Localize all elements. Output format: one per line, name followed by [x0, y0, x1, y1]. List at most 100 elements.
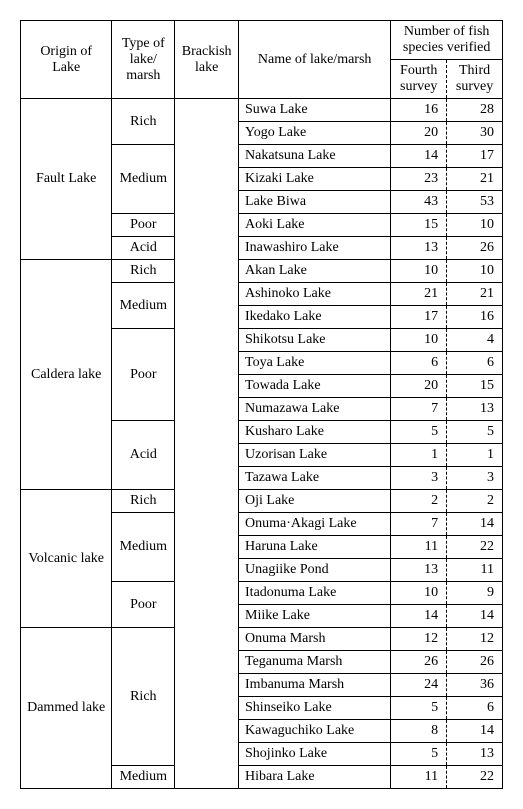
type-cell: Medium	[112, 766, 175, 789]
third-survey-cell: 21	[447, 283, 503, 306]
name-cell: Yogo Lake	[239, 122, 391, 145]
fourth-survey-cell: 2	[391, 490, 447, 513]
name-cell: Oji Lake	[239, 490, 391, 513]
name-cell: Towada Lake	[239, 375, 391, 398]
fourth-survey-cell: 14	[391, 605, 447, 628]
fourth-survey-cell: 43	[391, 191, 447, 214]
third-survey-cell: 14	[447, 513, 503, 536]
name-cell: Toya Lake	[239, 352, 391, 375]
name-cell: Onuma Marsh	[239, 628, 391, 651]
fourth-survey-cell: 13	[391, 237, 447, 260]
third-survey-cell: 15	[447, 375, 503, 398]
third-survey-cell: 53	[447, 191, 503, 214]
third-survey-cell: 9	[447, 582, 503, 605]
name-cell: Shojinko Lake	[239, 743, 391, 766]
third-survey-cell: 2	[447, 490, 503, 513]
name-cell: Shikotsu Lake	[239, 329, 391, 352]
origin-cell: Volcanic lake	[21, 490, 112, 628]
third-survey-cell: 21	[447, 168, 503, 191]
fourth-survey-cell: 11	[391, 766, 447, 789]
name-cell: Unagiike Pond	[239, 559, 391, 582]
fourth-survey-cell: 21	[391, 283, 447, 306]
name-cell: Ikedako Lake	[239, 306, 391, 329]
third-survey-cell: 1	[447, 444, 503, 467]
third-survey-cell: 28	[447, 99, 503, 122]
fourth-survey-cell: 16	[391, 99, 447, 122]
fourth-survey-cell: 14	[391, 145, 447, 168]
fourth-survey-cell: 8	[391, 720, 447, 743]
name-cell: Uzorisan Lake	[239, 444, 391, 467]
fourth-survey-cell: 15	[391, 214, 447, 237]
name-cell: Ashinoko Lake	[239, 283, 391, 306]
origin-cell: Caldera lake	[21, 260, 112, 490]
name-cell: Shinseiko Lake	[239, 697, 391, 720]
third-survey-cell: 22	[447, 766, 503, 789]
type-cell: Poor	[112, 582, 175, 628]
third-survey-cell: 26	[447, 237, 503, 260]
fourth-survey-cell: 11	[391, 536, 447, 559]
fourth-survey-cell: 1	[391, 444, 447, 467]
third-survey-cell: 10	[447, 260, 503, 283]
third-survey-cell: 13	[447, 743, 503, 766]
fourth-survey-cell: 10	[391, 582, 447, 605]
type-cell: Medium	[112, 513, 175, 582]
header-origin: Origin of Lake	[21, 21, 112, 99]
third-survey-cell: 16	[447, 306, 503, 329]
header-name: Name of lake/marsh	[239, 21, 391, 99]
name-cell: Suwa Lake	[239, 99, 391, 122]
fourth-survey-cell: 10	[391, 260, 447, 283]
name-cell: Inawashiro Lake	[239, 237, 391, 260]
name-cell: Kusharo Lake	[239, 421, 391, 444]
name-cell: Miike Lake	[239, 605, 391, 628]
third-survey-cell: 26	[447, 651, 503, 674]
third-survey-cell: 11	[447, 559, 503, 582]
third-survey-cell: 13	[447, 398, 503, 421]
lake-table: Origin of Lake Type of lake/ marsh Brack…	[20, 20, 503, 789]
third-survey-cell: 4	[447, 329, 503, 352]
type-cell: Poor	[112, 214, 175, 237]
type-cell: Rich	[112, 490, 175, 513]
type-cell: Acid	[112, 421, 175, 490]
fourth-survey-cell: 24	[391, 674, 447, 697]
type-cell: Medium	[112, 283, 175, 329]
name-cell: Onuma·Akagi Lake	[239, 513, 391, 536]
header-fourth: Fourth survey	[391, 60, 447, 99]
third-survey-cell: 6	[447, 697, 503, 720]
fourth-survey-cell: 20	[391, 122, 447, 145]
name-cell: Aoki Lake	[239, 214, 391, 237]
third-survey-cell: 14	[447, 605, 503, 628]
origin-cell: Dammed lake	[21, 628, 112, 789]
fourth-survey-cell: 23	[391, 168, 447, 191]
name-cell: Hibara Lake	[239, 766, 391, 789]
name-cell: Numazawa Lake	[239, 398, 391, 421]
type-cell: Rich	[112, 99, 175, 145]
fourth-survey-cell: 13	[391, 559, 447, 582]
name-cell: Nakatsuna Lake	[239, 145, 391, 168]
fourth-survey-cell: 20	[391, 375, 447, 398]
name-cell: Imbanuma Marsh	[239, 674, 391, 697]
name-cell: Teganuma Marsh	[239, 651, 391, 674]
header-third: Third survey	[447, 60, 503, 99]
type-cell: Acid	[112, 237, 175, 260]
fourth-survey-cell: 10	[391, 329, 447, 352]
table-body: Fault LakeRichSuwa Lake1628Yogo Lake2030…	[21, 99, 503, 789]
name-cell: Tazawa Lake	[239, 467, 391, 490]
fourth-survey-cell: 17	[391, 306, 447, 329]
name-cell: Lake Biwa	[239, 191, 391, 214]
table-row: Fault LakeRichSuwa Lake1628	[21, 99, 503, 122]
third-survey-cell: 17	[447, 145, 503, 168]
header-species: Number of fish species verified	[391, 21, 503, 60]
fourth-survey-cell: 12	[391, 628, 447, 651]
name-cell: Kawaguchiko Lake	[239, 720, 391, 743]
third-survey-cell: 30	[447, 122, 503, 145]
table-row: Caldera lakeRichAkan Lake1010	[21, 260, 503, 283]
fourth-survey-cell: 7	[391, 513, 447, 536]
table-row: Dammed lakeRichOnuma Marsh1212	[21, 628, 503, 651]
header-type: Type of lake/ marsh	[112, 21, 175, 99]
name-cell: Kizaki Lake	[239, 168, 391, 191]
type-cell: Rich	[112, 260, 175, 283]
third-survey-cell: 12	[447, 628, 503, 651]
fourth-survey-cell: 5	[391, 697, 447, 720]
fourth-survey-cell: 5	[391, 421, 447, 444]
fourth-survey-cell: 5	[391, 743, 447, 766]
